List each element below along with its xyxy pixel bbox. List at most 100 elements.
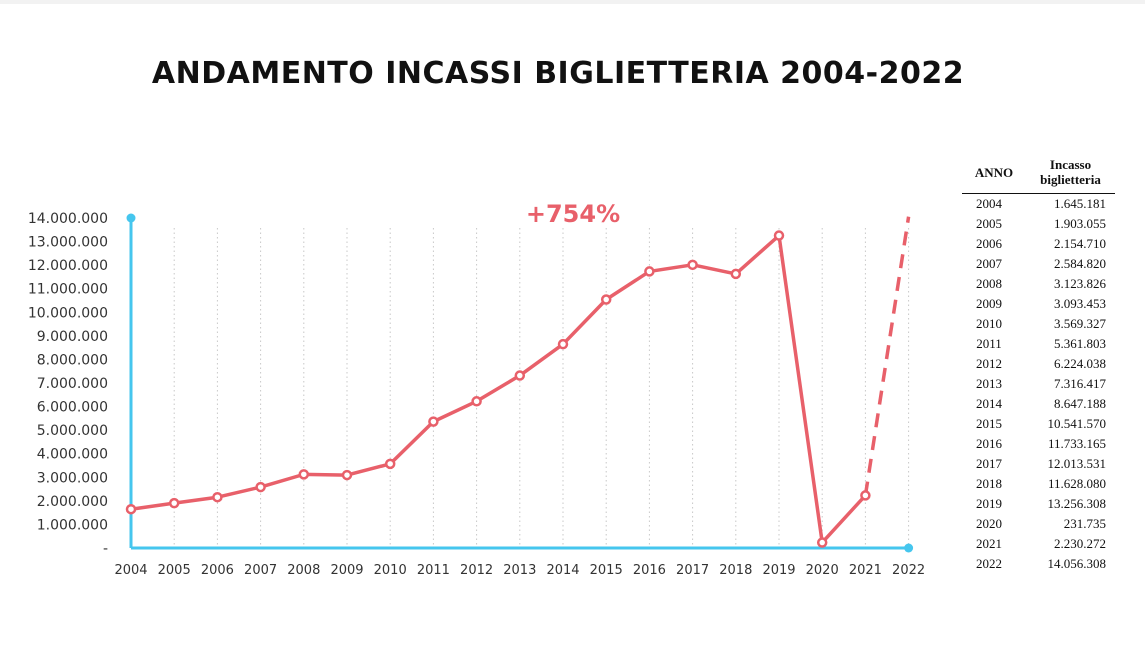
x-tick-label: 2011	[417, 563, 450, 578]
table-cell-year: 2004	[976, 196, 1002, 211]
x-tick-label: 2010	[374, 563, 407, 578]
table-cell-year: 2014	[976, 396, 1002, 411]
y-tick-label: 8.000.000	[37, 352, 108, 368]
x-tick-label: 2012	[460, 563, 493, 578]
table-row: 2018 11.628.080	[962, 474, 1115, 494]
top-strip	[0, 0, 1145, 4]
x-tick-label: 2006	[201, 563, 234, 578]
y-tick-label: 5.000.000	[37, 423, 108, 439]
data-point	[600, 294, 612, 305]
table-cell-year: 2005	[976, 216, 1002, 231]
table-row: 2022 14.056.308	[962, 554, 1115, 574]
revenue-table: ANNO Incasso biglietteria 2004 1.645.181 20…	[962, 153, 1115, 574]
table-row: 2013 7.316.417	[962, 374, 1115, 394]
data-point	[773, 230, 785, 241]
chart-title: ANDAMENTO INCASSI BIGLIETTERIA 2004-2022	[151, 56, 965, 91]
table-cell-year: 2007	[976, 256, 1002, 271]
table-cell-year: 2017	[976, 456, 1002, 471]
y-tick-label: 6.000.000	[37, 400, 108, 416]
y-tick-label: 3.000.000	[37, 470, 108, 486]
data-point	[730, 268, 742, 280]
data-point	[384, 458, 396, 470]
y-tick-label: 13.000.000	[28, 235, 108, 251]
data-point	[816, 537, 828, 548]
table-cell-value: 2.154.710	[1054, 236, 1106, 251]
x-tick-label: 2019	[762, 563, 795, 578]
table-row: 2019 13.256.308	[962, 494, 1115, 514]
table-cell-year: 2010	[976, 316, 1002, 331]
series-line	[129, 233, 868, 545]
table-cell-value: 12.013.531	[1047, 456, 1107, 471]
table-cell-year: 2009	[976, 296, 1002, 311]
table-row: 2009 3.093.453	[962, 294, 1115, 314]
table-cell-year: 2006	[976, 236, 1002, 251]
table-cell-year: 2008	[976, 276, 1002, 291]
table-cell-year: 2022	[976, 556, 1002, 571]
data-point	[471, 396, 482, 407]
table-row: 2004 1.645.181	[962, 194, 1115, 215]
x-tick-label: 2022	[892, 563, 925, 578]
table-cell-value: 2.584.820	[1054, 256, 1106, 271]
data-point	[644, 266, 655, 277]
data-point	[212, 491, 223, 503]
x-tick-label: 2014	[546, 563, 579, 578]
y-tick-label: 4.000.000	[37, 447, 108, 463]
table-cell-year: 2012	[976, 356, 1002, 371]
table-row: 2008 3.123.826	[962, 274, 1115, 294]
x-tick-label: 2013	[503, 563, 536, 578]
data-point	[255, 481, 266, 493]
table-cell-value: 1.903.055	[1054, 216, 1106, 231]
y-tick-label: 11.000.000	[28, 282, 108, 298]
table-cell-value: 231.735	[1063, 516, 1106, 531]
y-axis-endpoint	[126, 213, 136, 223]
x-tick-label: 2020	[806, 563, 839, 578]
series-line-dashed	[863, 216, 911, 496]
table-cell-year: 2013	[976, 376, 1002, 391]
y-tick-label: 10.000.000	[28, 305, 108, 321]
x-tick-label: 2004	[114, 563, 147, 578]
table-cell-value: 5.361.803	[1054, 336, 1106, 351]
y-tick-label: 12.000.000	[28, 258, 108, 274]
table-cell-year: 2018	[976, 476, 1002, 491]
data-point	[341, 469, 353, 481]
table-row: 2010 3.569.327	[962, 314, 1115, 334]
table-row: 2016 11.733.165	[962, 434, 1115, 454]
data-point	[687, 259, 698, 271]
table-cell-value: 13.256.308	[1047, 496, 1107, 511]
x-tick-label: 2008	[287, 563, 320, 578]
y-tick-label: 2.000.000	[37, 494, 108, 510]
x-tick-label: 2005	[158, 563, 191, 578]
table-cell-value: 3.093.453	[1054, 296, 1106, 311]
table-cell-value: 7.316.417	[1054, 376, 1106, 391]
table-row: 2011 5.361.803	[962, 334, 1115, 354]
y-tick-label: 14.000.000	[28, 211, 108, 227]
table-cell-value: 3.569.327	[1054, 316, 1106, 331]
data-point	[514, 370, 526, 381]
y-tick-label: 9.000.000	[37, 329, 108, 345]
table-cell-value: 2.230.272	[1054, 536, 1106, 551]
table-cell-value: 11.733.165	[1047, 436, 1106, 451]
table-row: 2021 2.230.272	[962, 534, 1115, 554]
table-cell-year: 2016	[976, 436, 1002, 451]
x-tick-label: 2017	[676, 563, 709, 578]
data-point	[428, 416, 439, 427]
growth-annotation: +754%	[526, 200, 620, 228]
table-cell-value: 14.056.308	[1047, 556, 1107, 571]
table-cell-year: 2015	[976, 416, 1002, 431]
table-cell-value: 1.645.181	[1054, 196, 1106, 211]
x-tick-label: 2021	[849, 563, 882, 578]
table-body: 2004 1.645.181 2005 1.903.055 2006 2.154.710 2…	[962, 194, 1115, 575]
y-tick-label: 1.000.000	[37, 517, 108, 533]
y-tick-label: 7.000.000	[37, 376, 108, 392]
data-point	[298, 469, 310, 480]
x-axis-endpoint	[904, 543, 914, 553]
x-tick-label: 2016	[633, 563, 666, 578]
data-point	[860, 490, 871, 501]
table-cell-year: 2011	[976, 336, 1002, 351]
table-cell-value: 11.628.080	[1047, 476, 1106, 491]
table-header-year: ANNO	[962, 153, 1026, 194]
table-cell-value: 6.224.038	[1054, 356, 1106, 371]
x-tick-label: 2018	[719, 563, 752, 578]
table-cell-year: 2020	[976, 516, 1002, 531]
table-cell-value: 3.123.826	[1054, 276, 1106, 291]
